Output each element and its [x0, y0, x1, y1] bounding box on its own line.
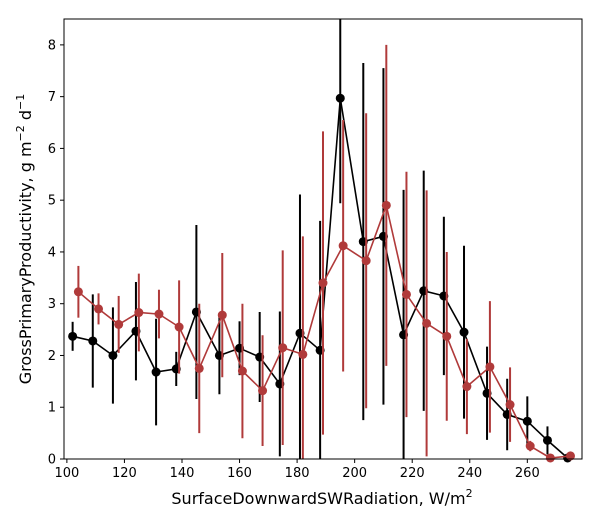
x-tick-label: 140: [170, 466, 195, 481]
y-tick-label: 2: [48, 349, 56, 364]
y-axis-label-sup2: −1: [14, 94, 27, 110]
data-point: [542, 435, 552, 445]
data-point: [278, 343, 288, 353]
y-ticks: 0 1 2 3 4 5 6 7 8: [48, 38, 64, 468]
x-axis-label-sup: 2: [466, 487, 473, 500]
data-point: [298, 349, 308, 359]
data-point: [108, 350, 118, 360]
data-point: [485, 362, 495, 372]
y-tick-label: 0: [48, 453, 56, 468]
series-layer: [68, 19, 575, 463]
data-point: [258, 386, 268, 396]
data-point: [422, 318, 432, 328]
y-tick-label: 8: [48, 38, 56, 53]
data-point: [522, 416, 532, 426]
data-point: [525, 441, 535, 451]
x-tick-label: 100: [54, 466, 79, 481]
data-point: [545, 453, 555, 463]
data-point: [217, 310, 227, 320]
y-tick-label: 4: [48, 245, 56, 260]
x-tick-label: 180: [285, 466, 310, 481]
series-2: [73, 44, 575, 463]
data-point: [134, 308, 144, 318]
plot-frame: [63, 18, 583, 460]
x-tick-label: 120: [112, 466, 137, 481]
data-point: [88, 336, 98, 346]
y-axis-label: GrossPrimaryProductivity, g m−2 d−1: [14, 94, 35, 384]
data-point: [318, 278, 328, 288]
data-point: [401, 289, 411, 299]
data-point: [154, 309, 164, 319]
data-point: [381, 200, 391, 210]
x-tick-label: 160: [227, 466, 252, 481]
series-1: [68, 19, 573, 463]
data-point: [335, 93, 345, 103]
y-tick-label: 6: [48, 142, 56, 157]
data-point: [505, 400, 515, 410]
y-axis-label-text: GrossPrimaryProductivity, g m: [16, 141, 35, 384]
y-axis-label-mid: d: [16, 110, 35, 125]
x-axis-label: SurfaceDownwardSWRadiation, W/m2: [171, 487, 472, 508]
x-axis-label-text: SurfaceDownwardSWRadiation, W/m: [171, 489, 465, 508]
data-point: [174, 322, 184, 332]
x-ticks: 100 120 140 160 180 200 220 240 260: [54, 459, 540, 481]
data-point: [94, 304, 104, 314]
x-tick-label: 240: [457, 466, 482, 481]
y-tick-label: 1: [48, 401, 56, 416]
y-tick-label: 3: [48, 297, 56, 312]
x-tick-label: 220: [400, 466, 425, 481]
data-point: [338, 241, 348, 251]
y-tick-label: 7: [48, 90, 56, 105]
x-tick-label: 260: [515, 466, 540, 481]
data-point: [68, 331, 78, 341]
data-point: [462, 382, 472, 392]
data-point: [442, 331, 452, 341]
y-axis-label-sup1: −2: [14, 125, 27, 141]
data-point: [114, 319, 124, 329]
data-point: [565, 451, 575, 461]
data-point: [151, 367, 161, 377]
data-point: [459, 327, 469, 337]
data-point: [237, 366, 247, 376]
series-line: [77, 202, 571, 459]
y-tick-label: 5: [48, 194, 56, 209]
data-point: [361, 256, 371, 266]
data-point: [73, 287, 83, 297]
data-point: [194, 363, 204, 373]
x-tick-label: 200: [342, 466, 367, 481]
